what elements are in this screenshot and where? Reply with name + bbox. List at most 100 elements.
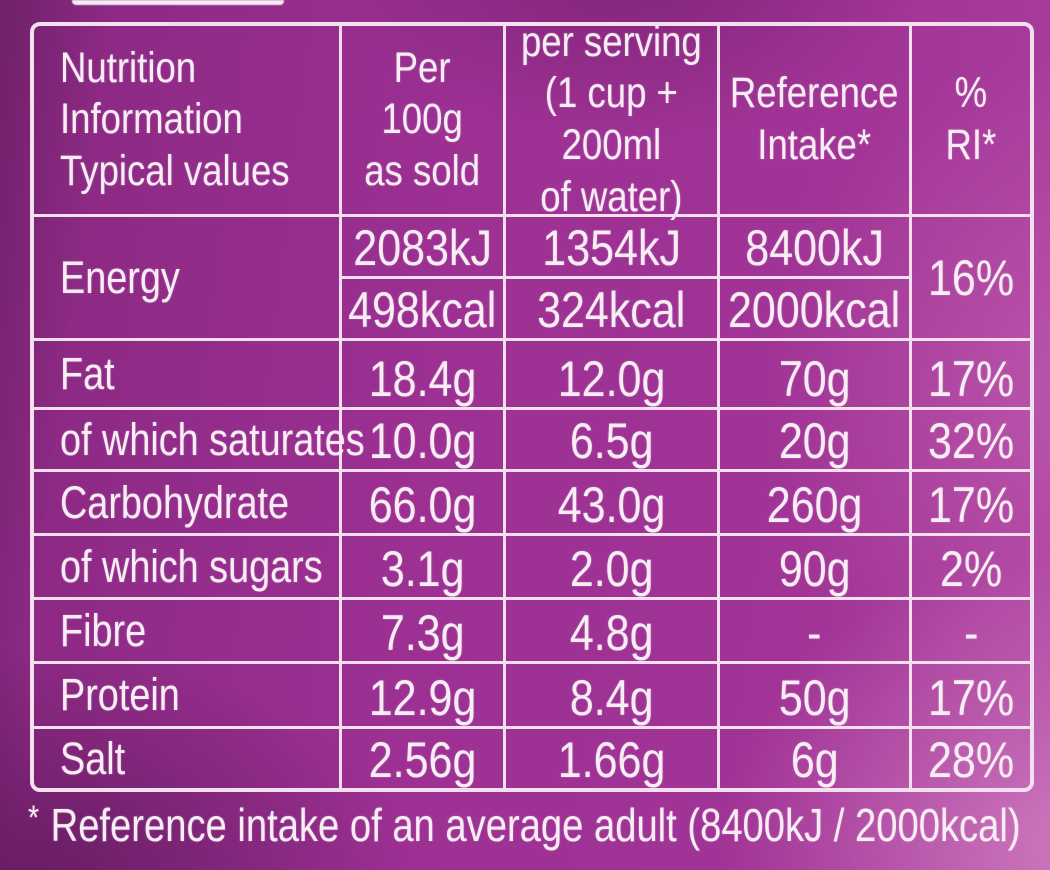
protein-label-cell: Protein: [34, 661, 342, 726]
value: 70g: [778, 351, 851, 407]
fibre-reference-cell: -: [720, 597, 912, 661]
nutrition-table: Nutrition Information Typical values Per…: [30, 18, 1034, 792]
carbohydrate-reference-cell: 260g: [720, 469, 912, 533]
header-nutrition-information: Nutrition Information Typical values: [34, 26, 342, 214]
value: 16%: [927, 249, 1015, 306]
value: 20g: [778, 413, 851, 469]
saturates-per-100g-cell: 10.0g: [342, 407, 506, 469]
header-reference-intake: Reference Intake*: [720, 26, 912, 214]
carbohydrate-per-100g-cell: 66.0g: [342, 469, 506, 533]
value: 4.8g: [569, 605, 654, 661]
fat-reference-cell: 70g: [720, 338, 912, 407]
footnote-text: Reference intake of an average adult (84…: [50, 799, 1021, 851]
value: 3.1g: [380, 541, 465, 597]
sugars-ri-percent-cell: 2%: [912, 533, 1030, 597]
header-line: of water): [540, 172, 683, 221]
header-line: %: [954, 69, 988, 118]
carbohydrate-per-serving-cell: 43.0g: [506, 469, 720, 533]
value: 43.0g: [557, 477, 666, 533]
row-label: of which sugars: [60, 540, 323, 592]
energy-per-serving-kj-cell: 1354kJ: [506, 214, 720, 276]
energy-label-cell: Energy: [34, 214, 342, 338]
fibre-per-serving-cell: 4.8g: [506, 597, 720, 661]
value: 2000kcal: [728, 282, 901, 338]
fat-per-serving-cell: 12.0g: [506, 338, 720, 407]
value: 6g: [790, 732, 839, 788]
fibre-per-100g-cell: 7.3g: [342, 597, 506, 661]
protein-per-serving-cell: 8.4g: [506, 661, 720, 726]
value: 2.0g: [569, 541, 654, 597]
row-label: Energy: [60, 251, 180, 303]
reference-intake-footnote: * Reference intake of an average adult (8…: [28, 798, 1044, 852]
header-percent-ri: % RI*: [912, 26, 1030, 214]
carbohydrate-label-cell: Carbohydrate: [34, 469, 342, 533]
value: 12.9g: [368, 670, 477, 726]
header-line: Typical values: [60, 146, 290, 195]
saturates-ri-percent-cell: 32%: [912, 407, 1030, 469]
protein-ri-percent-cell: 17%: [912, 661, 1030, 726]
value: -: [807, 605, 822, 661]
salt-per-serving-cell: 1.66g: [506, 726, 720, 788]
header-line: Information: [60, 95, 243, 144]
header-line: Per: [394, 43, 451, 92]
fat-per-100g-cell: 18.4g: [342, 338, 506, 407]
value: 50g: [778, 670, 851, 726]
value: 12.0g: [557, 351, 666, 407]
value: 6.5g: [569, 413, 654, 469]
value: 2083kJ: [353, 220, 492, 276]
header-line: (1 cup +: [544, 69, 679, 118]
header-line: Reference: [730, 69, 899, 118]
value: 90g: [778, 541, 851, 597]
header-line: Intake*: [757, 121, 872, 169]
salt-label-cell: Salt: [34, 726, 342, 788]
header-line: RI*: [945, 121, 997, 169]
sugars-reference-cell: 90g: [720, 533, 912, 597]
value: 17%: [927, 351, 1015, 407]
row-label: Protein: [60, 669, 180, 720]
footnote-asterisk: *: [28, 799, 39, 838]
fibre-label-cell: Fibre: [34, 597, 342, 661]
value: 17%: [927, 670, 1015, 726]
protein-reference-cell: 50g: [720, 661, 912, 726]
header-line: Nutrition: [60, 43, 197, 92]
value: 260g: [766, 477, 863, 533]
row-label: Fat: [60, 348, 115, 399]
saturates-per-serving-cell: 6.5g: [506, 407, 720, 469]
saturates-reference-cell: 20g: [720, 407, 912, 469]
value: 2%: [939, 541, 1003, 597]
energy-per-100g-kcal-cell: 498kcal: [342, 276, 506, 338]
row-label: Carbohydrate: [60, 476, 290, 528]
value: 17%: [927, 477, 1015, 533]
protein-per-100g-cell: 12.9g: [342, 661, 506, 726]
header-per-100g: Per 100g as sold: [342, 26, 506, 214]
value: 8.4g: [569, 670, 654, 726]
salt-reference-cell: 6g: [720, 726, 912, 788]
energy-reference-kj-cell: 8400kJ: [720, 214, 912, 276]
row-label: Salt: [60, 732, 126, 784]
value: 7.3g: [380, 605, 465, 661]
value: 2.56g: [368, 732, 477, 788]
salt-per-100g-cell: 2.56g: [342, 726, 506, 788]
fat-ri-percent-cell: 17%: [912, 338, 1030, 407]
value: 8400kJ: [745, 220, 884, 276]
value: 32%: [927, 413, 1015, 469]
carbohydrate-ri-percent-cell: 17%: [912, 469, 1030, 533]
fibre-ri-percent-cell: -: [912, 597, 1030, 661]
saturates-label-cell: of which saturates: [34, 407, 365, 469]
energy-per-serving-kcal-cell: 324kcal: [506, 276, 720, 338]
salt-ri-percent-cell: 28%: [912, 726, 1030, 788]
value: 10.0g: [368, 413, 477, 469]
value: 1.66g: [557, 732, 666, 788]
value: 324kcal: [537, 282, 686, 338]
energy-reference-kcal-cell: 2000kcal: [720, 276, 912, 338]
energy-ri-percent-cell: 16%: [912, 214, 1030, 338]
sugars-per-100g-cell: 3.1g: [342, 533, 506, 597]
value: -: [963, 605, 979, 661]
header-line: 100g: [381, 95, 464, 144]
value: 18.4g: [368, 351, 477, 407]
value: 66.0g: [368, 477, 477, 533]
energy-per-100g-kj-cell: 2083kJ: [342, 214, 506, 276]
fat-label-cell: Fat: [34, 338, 342, 407]
sugars-label-cell: of which sugars: [34, 533, 342, 597]
